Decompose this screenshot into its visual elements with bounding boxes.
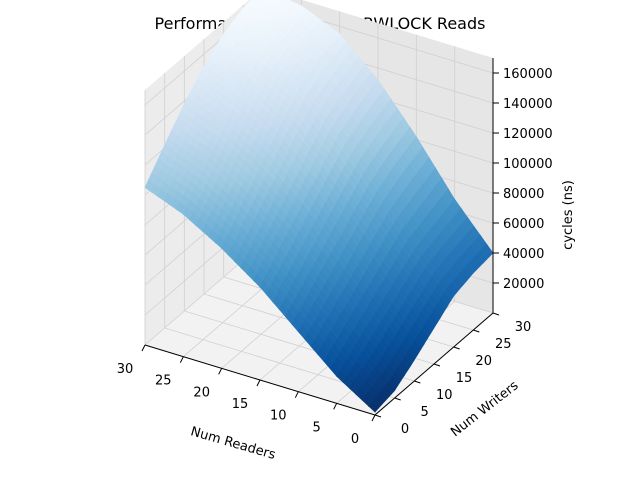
- surface-facet: [479, 250, 487, 264]
- x-tick-mark: [294, 391, 299, 398]
- y-tick-label: 15: [456, 371, 473, 386]
- y-tick-mark: [374, 414, 382, 418]
- z-tick-label: 140000: [503, 97, 553, 112]
- surface-facet: [450, 284, 458, 297]
- surface-facet: [433, 309, 441, 324]
- z-tick-label: 40000: [503, 247, 544, 262]
- y-tick-label: 0: [401, 422, 409, 437]
- x-tick-mark: [179, 356, 184, 363]
- x-tick-label: 5: [313, 420, 321, 435]
- z-tick-label: 60000: [503, 217, 544, 232]
- x-tick-label: 10: [270, 409, 287, 424]
- surface-facet: [189, 211, 197, 227]
- surface-facet: [440, 298, 448, 313]
- x-tick-label: 25: [155, 374, 172, 389]
- surface-facet: [453, 280, 461, 293]
- surface-facet: [151, 184, 159, 198]
- y-tick-label: 10: [436, 388, 453, 403]
- x-tick-mark: [141, 344, 146, 352]
- surface-facet: [486, 243, 494, 257]
- surface-facet: [466, 264, 474, 278]
- surface-facet: [317, 347, 325, 362]
- surface-facet: [460, 272, 468, 286]
- surface-facet: [443, 293, 451, 308]
- y-tick-mark: [473, 329, 480, 333]
- surface-facet: [378, 394, 386, 406]
- x-tick-label: 15: [232, 397, 249, 412]
- surface-facet: [463, 268, 471, 282]
- y-tick-label: 20: [475, 354, 492, 369]
- x-tick-label: 0: [351, 432, 359, 447]
- surface-facet: [394, 372, 402, 387]
- surface-facet: [476, 254, 484, 267]
- y-tick-mark: [414, 380, 421, 384]
- surface-facet: [384, 386, 392, 399]
- y-tick-mark: [453, 346, 460, 350]
- surface-facet: [336, 370, 344, 384]
- x-tick-mark: [218, 368, 223, 375]
- z-tick-label: 120000: [503, 127, 553, 142]
- surface-facet: [483, 247, 491, 261]
- surface-facet: [176, 201, 184, 215]
- z-tick-label: 100000: [503, 157, 553, 172]
- z-tick-label: 160000: [503, 67, 553, 82]
- x-tick-label: 20: [193, 385, 210, 400]
- x-tick-mark: [371, 414, 376, 422]
- y-tick-mark: [492, 312, 500, 316]
- z-axis-label: cycles (ns): [561, 180, 576, 250]
- x-tick-label: 30: [117, 362, 134, 377]
- surface-facet: [397, 367, 405, 382]
- z-tick-label: 20000: [503, 277, 544, 292]
- surface-facet: [401, 362, 409, 377]
- surface-facet: [371, 401, 379, 413]
- surface-facet: [157, 188, 165, 202]
- x-tick-mark: [333, 403, 338, 410]
- surface-facet: [469, 261, 477, 274]
- surface-facet: [456, 276, 464, 289]
- surface-facet: [349, 382, 357, 396]
- surface-facet: [170, 197, 178, 211]
- y-axis-label: Num Writers: [448, 378, 521, 440]
- y-tick-label: 25: [495, 337, 512, 352]
- y-tick-mark: [394, 397, 401, 401]
- surface-facet: [195, 217, 204, 233]
- z-tick-label: 80000: [503, 187, 544, 202]
- surface-facet: [388, 382, 396, 395]
- surface-facet: [404, 357, 412, 371]
- surface-facet: [381, 390, 389, 402]
- x-tick-mark: [256, 379, 261, 387]
- surface-mesh: [144, 0, 494, 413]
- surface-facet: [447, 287, 455, 303]
- y-tick-label: 30: [515, 320, 532, 335]
- y-tick-mark: [433, 363, 441, 367]
- x-axis-label: Num Readers: [189, 424, 278, 463]
- surface-facet: [473, 257, 481, 271]
- surface-facet: [437, 303, 445, 319]
- y-tick-label: 5: [421, 405, 429, 420]
- tick-labels: 0510152025300510152025302000040000600008…: [117, 67, 553, 447]
